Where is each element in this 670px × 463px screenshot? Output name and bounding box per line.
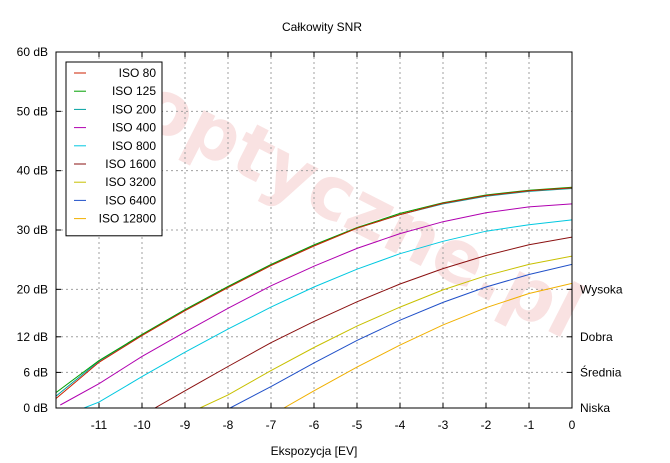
legend-label: ISO 1600 xyxy=(105,157,156,171)
x-tick-label: 0 xyxy=(569,418,576,432)
x-tick-label: -10 xyxy=(133,418,151,432)
y-tick-label: 50 dB xyxy=(17,104,48,118)
series-line-iso-80 xyxy=(56,187,572,399)
right-tick-label: Średnia xyxy=(580,364,622,379)
series-line-iso-12800 xyxy=(283,282,572,408)
y-tick-label: 20 dB xyxy=(17,282,48,296)
legend-label: ISO 12800 xyxy=(99,212,157,226)
chart-title: Całkowity SNR xyxy=(282,20,362,34)
series-line-iso-200 xyxy=(56,188,572,397)
x-axis-label: Ekspozycja [EV] xyxy=(271,444,358,458)
y-tick-label: 12 dB xyxy=(17,330,48,344)
y-tick-label: 40 dB xyxy=(17,164,48,178)
y-tick-label: 30 dB xyxy=(17,223,48,237)
legend-label: ISO 3200 xyxy=(105,175,156,189)
x-tick-label: -6 xyxy=(309,418,320,432)
y-tick-label: 60 dB xyxy=(17,45,48,59)
legend-label: ISO 200 xyxy=(112,102,156,116)
series-line-iso-1600 xyxy=(154,236,572,408)
right-tick-label: Niska xyxy=(580,401,610,415)
legend-label: ISO 125 xyxy=(112,84,156,98)
legend-label: ISO 80 xyxy=(119,66,157,80)
legend-label: ISO 400 xyxy=(112,121,156,135)
series-layer xyxy=(56,186,572,408)
series-line-iso-6400 xyxy=(229,263,572,408)
x-tick-label: -9 xyxy=(180,418,191,432)
legend-label: ISO 800 xyxy=(112,139,156,153)
series-line-iso-400 xyxy=(60,203,572,406)
y-tick-label: 0 dB xyxy=(23,401,48,415)
x-tick-label: -4 xyxy=(395,418,406,432)
right-tick-label: Dobra xyxy=(580,330,613,344)
x-tick-label: -2 xyxy=(481,418,492,432)
x-tick-label: -8 xyxy=(223,418,234,432)
series-line-iso-800 xyxy=(83,219,572,408)
x-tick-label: -3 xyxy=(438,418,449,432)
legend-label: ISO 6400 xyxy=(105,193,156,207)
x-tick-label: -5 xyxy=(352,418,363,432)
x-tick-label: -1 xyxy=(524,418,535,432)
series-line-iso-125 xyxy=(56,186,572,394)
y-tick-label: 6 dB xyxy=(23,365,48,379)
x-tick-label: -7 xyxy=(266,418,277,432)
series-line-iso-3200 xyxy=(199,255,572,408)
right-tick-label: Wysoka xyxy=(580,282,623,296)
legend: ISO 80 ISO 125 ISO 200 ISO 400 ISO 800 ISO 16… xyxy=(65,61,163,237)
x-tick-label: -11 xyxy=(91,418,108,432)
